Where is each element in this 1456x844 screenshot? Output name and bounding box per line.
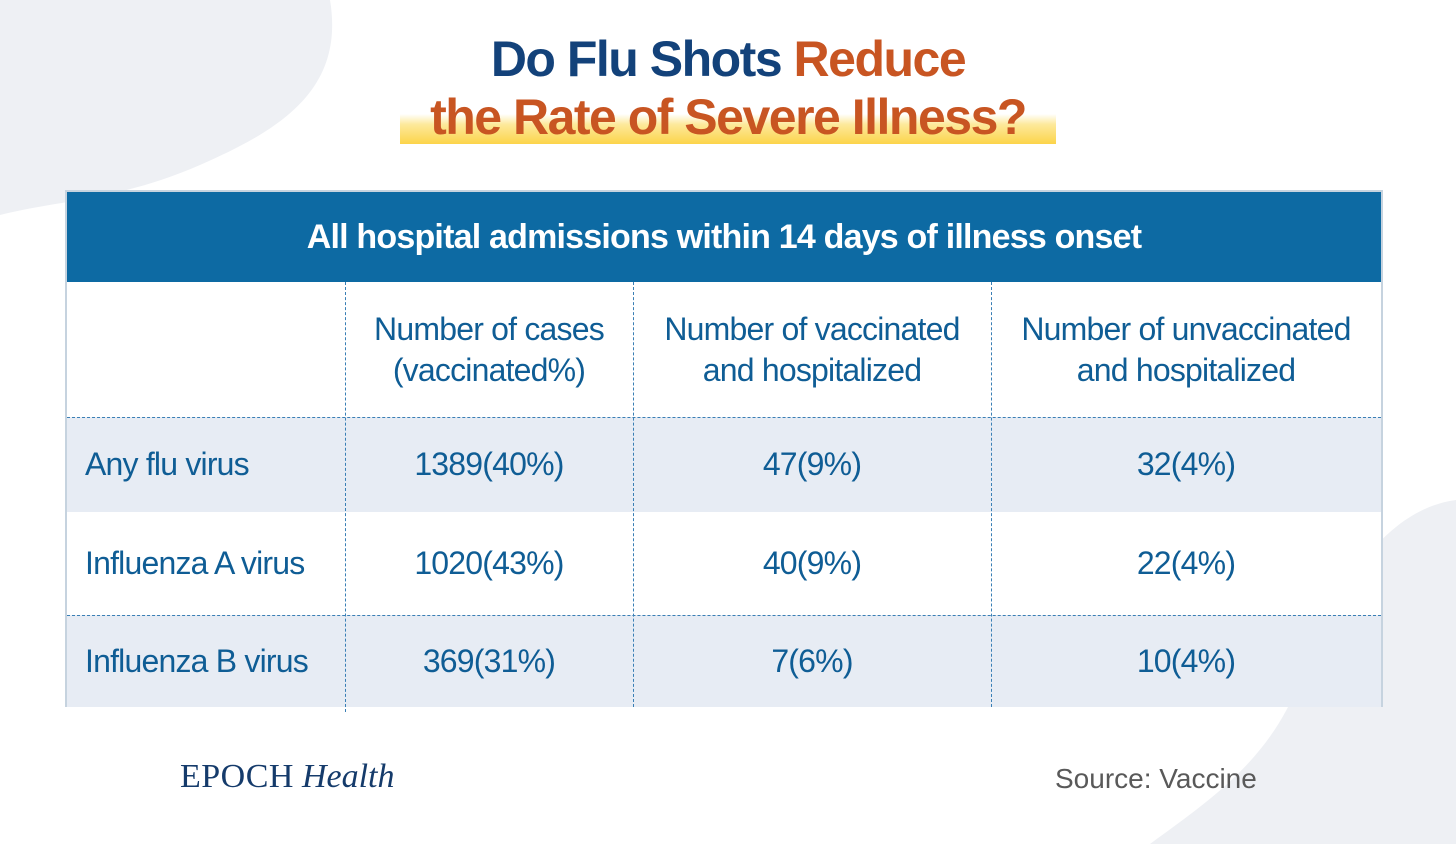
table-cell: 7(6%) — [771, 642, 853, 679]
title-highlight-bar — [400, 114, 1056, 144]
column-header-line: Number of cases — [374, 310, 605, 347]
epoch-health-logo: EPOCH Health — [180, 758, 395, 796]
column-divider — [345, 282, 346, 712]
chart-title: Do Flu Shots Reduce the Rate of Severe I… — [0, 30, 1456, 146]
title-part-blue: Do Flu Shots — [490, 31, 794, 87]
column-header-line: Number of vaccinated — [664, 310, 960, 347]
title-line-2-wrap: the Rate of Severe Illness? — [400, 88, 1056, 146]
table-cell: 22(4%) — [1136, 545, 1236, 581]
column-divider — [991, 282, 992, 707]
column-header-line: (vaccinated%) — [392, 351, 586, 388]
row-divider — [67, 615, 1381, 616]
title-line-2: the Rate of Severe Illness? — [430, 89, 1027, 145]
column-divider — [633, 282, 634, 707]
table-row: Any flu virus 1389(40%) 47(9%) 32(4%) — [67, 417, 1381, 512]
table-cell: 47(9%) — [762, 446, 862, 482]
table-cell: 10(4%) — [1136, 642, 1236, 679]
row-label: Influenza B virus — [85, 642, 309, 679]
column-header-row: Number of cases (vaccinated%) Number of va… — [67, 282, 1381, 417]
column-header: Number of vaccinated and hospitalized — [633, 282, 991, 417]
title-part-orange: Reduce — [793, 31, 967, 87]
title-line-1: Do Flu Shots Reduce — [0, 30, 1456, 88]
column-header-line: and hospitalized — [702, 351, 922, 388]
table-cell: 32(4%) — [1136, 446, 1236, 482]
column-header — [67, 282, 345, 417]
column-header-line: and hospitalized — [1076, 351, 1296, 388]
data-table: All hospital admissions within 14 days o… — [65, 190, 1383, 712]
logo-brand: EPOCH — [180, 758, 294, 795]
column-header: Number of unvaccinated and hospitalized — [991, 282, 1381, 417]
table-row: Influenza A virus 1020(43%) 40(9%) 22(4%) — [67, 512, 1381, 615]
table-row: Influenza B virus 369(31%) 7(6%) 10(4%) — [67, 615, 1381, 707]
table-cell: 1020(43%) — [414, 545, 564, 581]
table-cell: 1389(40%) — [414, 446, 564, 482]
column-header-line: Number of unvaccinated — [1021, 310, 1351, 347]
table-header: All hospital admissions within 14 days o… — [67, 192, 1381, 282]
table-cell: 40(9%) — [762, 545, 862, 581]
column-header: Number of cases (vaccinated%) — [345, 282, 633, 417]
row-label: Influenza A virus — [85, 545, 305, 581]
logo-sub: Health — [301, 758, 395, 795]
row-label: Any flu virus — [85, 446, 250, 482]
source-note: Source: Vaccine — [1055, 763, 1257, 794]
row-divider — [67, 417, 1381, 418]
table-cell: 369(31%) — [422, 642, 556, 679]
